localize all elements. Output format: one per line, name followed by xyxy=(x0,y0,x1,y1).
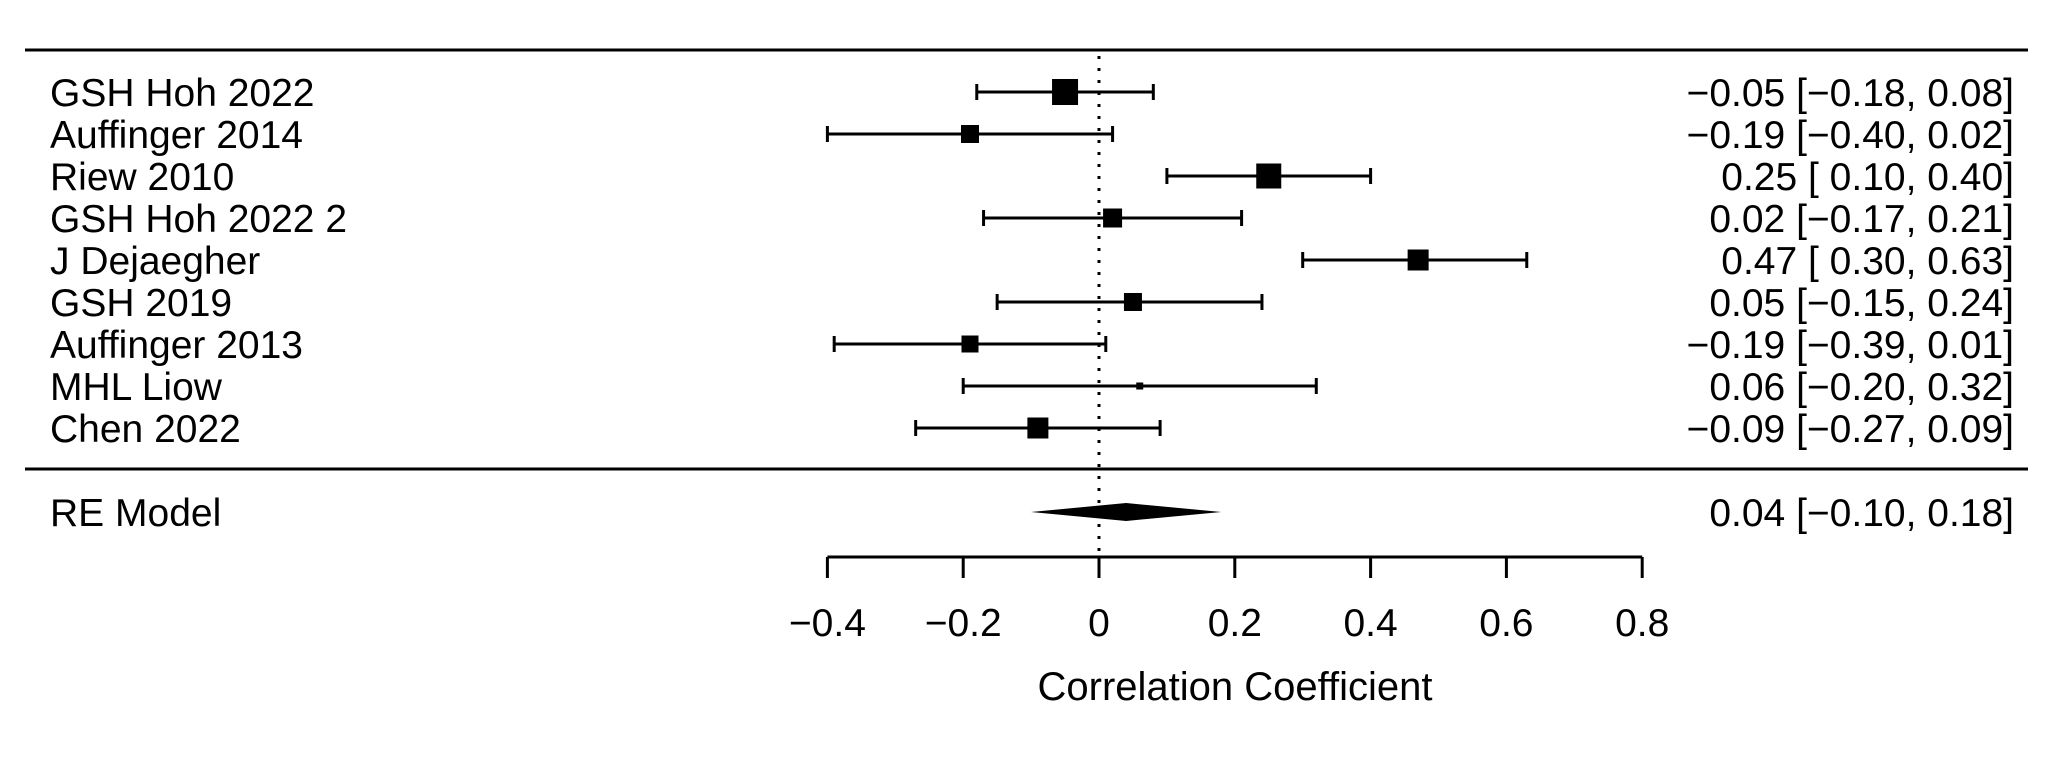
estimate-square xyxy=(960,125,979,143)
estimate-square xyxy=(1052,79,1079,105)
study-annotation: 0.05 [−0.15, 0.24] xyxy=(1709,282,2014,325)
study-label: GSH Hoh 2022 2 xyxy=(50,198,347,241)
x-axis-title: Correlation Coefficient xyxy=(1037,665,1432,709)
study-label: Auffinger 2014 xyxy=(50,114,303,157)
estimate-square xyxy=(1123,293,1142,311)
study-label: Chen 2022 xyxy=(50,408,241,451)
study-label: J Dejaegher xyxy=(50,240,260,283)
estimate-square xyxy=(1103,208,1123,228)
study-annotation: 0.06 [−0.20, 0.32] xyxy=(1709,366,2014,409)
estimate-square xyxy=(1136,382,1144,390)
estimate-square xyxy=(1027,417,1049,439)
x-axis-tick-label: 0.6 xyxy=(1479,602,1533,645)
x-axis-tick-label: −0.4 xyxy=(789,602,866,645)
x-axis-tick-label: 0.2 xyxy=(1208,602,1262,645)
study-annotation: −0.05 [−0.18, 0.08] xyxy=(1687,72,2014,115)
estimate-square xyxy=(1407,249,1429,271)
study-annotation: −0.19 [−0.39, 0.01] xyxy=(1687,324,2014,367)
study-annotation: −0.09 [−0.27, 0.09] xyxy=(1687,408,2014,451)
summary-label: RE Model xyxy=(50,492,221,535)
summary-diamond xyxy=(1031,503,1222,521)
estimate-square xyxy=(961,335,979,353)
study-annotation: −0.19 [−0.40, 0.02] xyxy=(1687,114,2014,157)
study-annotation: 0.02 [−0.17, 0.21] xyxy=(1709,198,2014,241)
study-label: GSH 2019 xyxy=(50,282,232,325)
study-label: MHL Liow xyxy=(50,366,223,409)
x-axis-tick-label: 0.4 xyxy=(1343,602,1397,645)
x-axis-tick-label: 0 xyxy=(1088,602,1110,645)
study-label: Riew 2010 xyxy=(50,156,234,199)
x-axis-tick-label: −0.2 xyxy=(925,602,1002,645)
study-label: Auffinger 2013 xyxy=(50,324,303,367)
x-axis-tick-label: 0.8 xyxy=(1615,602,1669,645)
study-annotation: 0.25 [ 0.10, 0.40] xyxy=(1721,156,2014,199)
study-annotation: 0.47 [ 0.30, 0.63] xyxy=(1721,240,2014,283)
estimate-square xyxy=(1256,163,1282,189)
study-label: GSH Hoh 2022 xyxy=(50,72,315,115)
summary-annotation: 0.04 [−0.10, 0.18] xyxy=(1709,492,2014,535)
